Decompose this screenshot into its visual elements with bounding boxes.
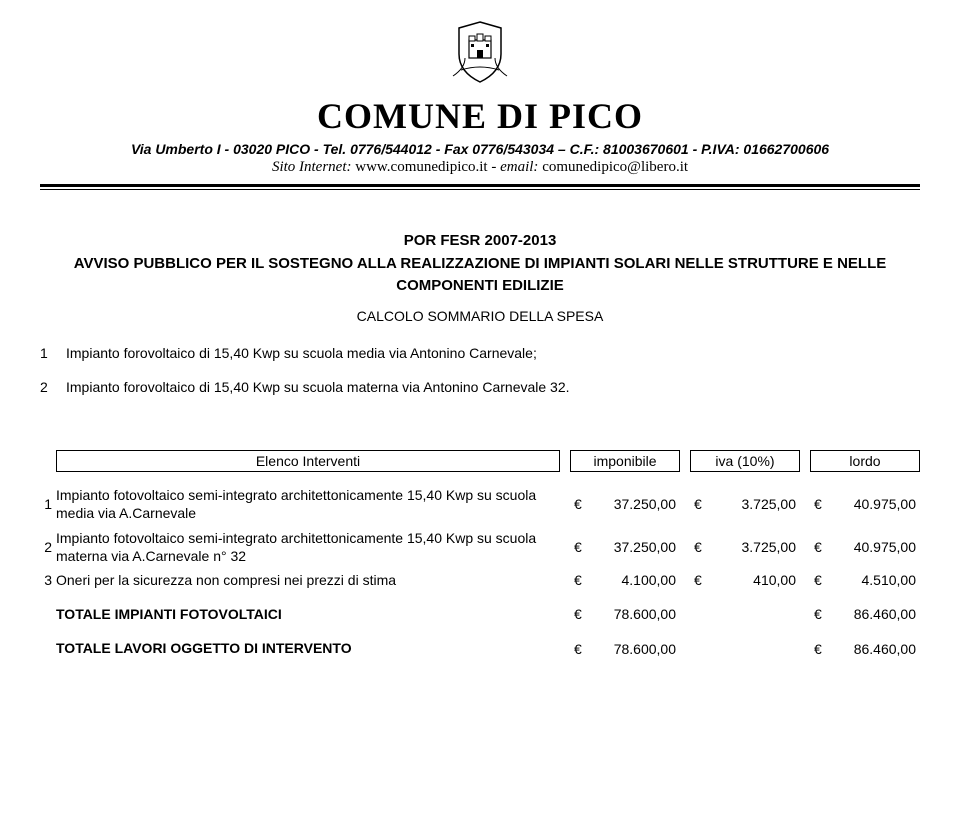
calc-heading: CALCOLO SOMMARIO DELLA SPESA — [40, 308, 920, 324]
intro-item-number: 1 — [40, 342, 66, 364]
divider-thick — [40, 184, 920, 187]
amount-value: 86.460,00 — [854, 606, 916, 622]
total-row: TOTALE IMPIANTI FOTOVOLTAICI € 78.600,00… — [40, 605, 920, 623]
table-header-row: Elenco Interventi imponibile iva (10%) l… — [40, 450, 920, 472]
header-iva: iva (10%) — [690, 450, 800, 472]
table-row: 3 Oneri per la sicurezza non compresi ne… — [40, 571, 920, 589]
address-line: Via Umberto I - 03020 PICO - Tel. 0776/5… — [40, 141, 920, 157]
intro-item: 2 Impianto forovoltaico di 15,40 Kwp su … — [40, 376, 920, 398]
header-imponibile: imponibile — [570, 450, 680, 472]
row-iva: € 410,00 — [690, 572, 800, 588]
intro-item-text: Impianto forovoltaico di 15,40 Kwp su sc… — [66, 376, 920, 398]
doc-title-line1: POR FESR 2007-2013 — [40, 230, 920, 253]
currency-symbol: € — [574, 606, 582, 622]
currency-symbol: € — [814, 496, 822, 512]
row-iva: € 3.725,00 — [690, 496, 800, 512]
table-row: 1 Impianto fotovoltaico semi-integrato a… — [40, 486, 920, 522]
total-row: TOTALE LAVORI OGGETTO DI INTERVENTO € 78… — [40, 639, 920, 657]
row-number: 1 — [40, 496, 56, 512]
intro-list: 1 Impianto forovoltaico di 15,40 Kwp su … — [40, 342, 920, 399]
intro-item-text: Impianto forovoltaico di 15,40 Kwp su sc… — [66, 342, 920, 364]
currency-symbol: € — [814, 572, 822, 588]
amount-value: 4.100,00 — [622, 572, 677, 588]
intervention-table: Elenco Interventi imponibile iva (10%) l… — [40, 450, 920, 657]
row-imponibile: € 4.100,00 — [570, 572, 680, 588]
amount-value: 37.250,00 — [614, 496, 676, 512]
amount-value: 4.510,00 — [862, 572, 917, 588]
amount-value: 410,00 — [753, 572, 796, 588]
letterhead: COMUNE DI PICO Via Umberto I - 03020 PIC… — [40, 20, 920, 176]
amount-value: 40.975,00 — [854, 539, 916, 555]
currency-symbol: € — [574, 496, 582, 512]
email-value: comunedipico@libero.it — [542, 159, 688, 175]
currency-symbol: € — [574, 572, 582, 588]
site-label: Sito Internet: — [272, 159, 352, 175]
header-description: Elenco Interventi — [56, 450, 560, 472]
currency-symbol: € — [814, 641, 822, 657]
total-label: TOTALE IMPIANTI FOTOVOLTAICI — [56, 605, 570, 623]
row-description: Impianto fotovoltaico semi-integrato arc… — [56, 529, 570, 565]
currency-symbol: € — [694, 572, 702, 588]
row-lordo: € 40.975,00 — [810, 496, 920, 512]
amount-value: 78.600,00 — [614, 641, 676, 657]
municipal-crest-icon — [451, 20, 509, 89]
amount-value: 3.725,00 — [742, 496, 797, 512]
row-lordo: € 40.975,00 — [810, 539, 920, 555]
amount-value: 3.725,00 — [742, 539, 797, 555]
dash-separator: - — [491, 159, 500, 175]
row-iva: € 3.725,00 — [690, 539, 800, 555]
site-line: Sito Internet: www.comunedipico.it - ema… — [40, 159, 920, 176]
amount-value: 86.460,00 — [854, 641, 916, 657]
intro-item-number: 2 — [40, 376, 66, 398]
doc-title-line2: AVVISO PUBBLICO PER IL SOSTEGNO ALLA REA… — [40, 253, 920, 298]
currency-symbol: € — [814, 606, 822, 622]
row-description: Impianto fotovoltaico semi-integrato arc… — [56, 486, 570, 522]
divider-thin — [40, 189, 920, 190]
amount-value: 40.975,00 — [854, 496, 916, 512]
currency-symbol: € — [574, 539, 582, 555]
total-lordo: € 86.460,00 — [810, 606, 920, 622]
table-row: 2 Impianto fotovoltaico semi-integrato a… — [40, 529, 920, 565]
total-imponibile: € 78.600,00 — [570, 606, 680, 622]
currency-symbol: € — [694, 539, 702, 555]
row-number: 3 — [40, 572, 56, 588]
currency-symbol: € — [574, 641, 582, 657]
total-imponibile: € 78.600,00 — [570, 641, 680, 657]
amount-value: 78.600,00 — [614, 606, 676, 622]
intro-item: 1 Impianto forovoltaico di 15,40 Kwp su … — [40, 342, 920, 364]
document-title: POR FESR 2007-2013 AVVISO PUBBLICO PER I… — [40, 230, 920, 298]
row-lordo: € 4.510,00 — [810, 572, 920, 588]
currency-symbol: € — [814, 539, 822, 555]
site-value: www.comunedipico.it — [355, 159, 487, 175]
email-label: email: — [500, 159, 538, 175]
row-number: 2 — [40, 539, 56, 555]
row-imponibile: € 37.250,00 — [570, 496, 680, 512]
row-imponibile: € 37.250,00 — [570, 539, 680, 555]
total-lordo: € 86.460,00 — [810, 641, 920, 657]
organization-name: COMUNE DI PICO — [40, 95, 920, 137]
row-description: Oneri per la sicurezza non compresi nei … — [56, 571, 570, 589]
header-lordo: lordo — [810, 450, 920, 472]
currency-symbol: € — [694, 496, 702, 512]
amount-value: 37.250,00 — [614, 539, 676, 555]
total-label: TOTALE LAVORI OGGETTO DI INTERVENTO — [56, 639, 570, 657]
